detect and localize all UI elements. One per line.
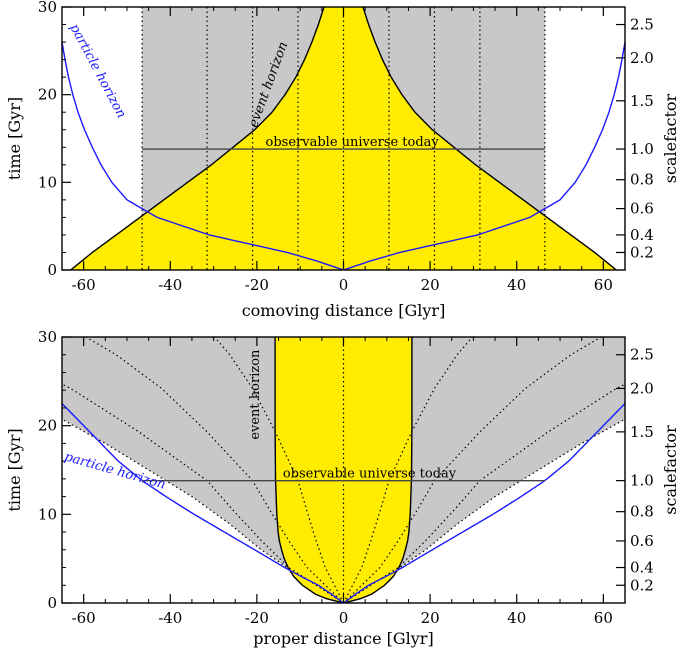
x-axis-label: comoving distance [Glyr]	[242, 301, 446, 320]
y2-tick-label: 0.6	[630, 532, 654, 550]
y2-tick-label: 2.5	[630, 346, 654, 364]
x-tick-label: -60	[72, 609, 96, 627]
x-tick-label: 40	[507, 609, 526, 627]
x-tick-label: 60	[594, 609, 613, 627]
y-tick-label: 10	[38, 505, 57, 523]
y-tick-label: 20	[38, 86, 57, 104]
y2-tick-label: 0.8	[630, 171, 654, 189]
y2-tick-label: 1.0	[630, 140, 654, 158]
bottom-panel: -60 -40 -20 0 20 40 60 0 10 20 30 0.20.4 0.6 0.8 1.0 1.…	[0, 328, 681, 648]
y2-tick-label: 0.4	[630, 226, 654, 244]
y2-tick-label: 2.0	[630, 49, 654, 67]
x-tick-label: 60	[594, 276, 613, 294]
x-tick-label: 20	[421, 609, 440, 627]
y-tick-label: 20	[38, 417, 57, 435]
top-panel: -60 -40 -20 0 20 40 60 0 10 20 30 0.20.4 0.6 0.8 1.0 1.…	[5, 0, 680, 320]
x-tick-label: 40	[507, 276, 526, 294]
y2-tick-label: 1.0	[630, 472, 654, 490]
observable-universe-label: observable universe today	[283, 467, 457, 482]
x-tick-label: -60	[72, 276, 96, 294]
y2-axis-label: scalefactor	[661, 425, 680, 515]
y2-tick-label: 0.8	[630, 503, 654, 521]
x-tick-label: -20	[245, 276, 269, 294]
y2-tick-label: 0.4	[630, 559, 654, 577]
x-tick-label: 0	[339, 609, 349, 627]
y-axis-label: time [Gyr]	[5, 97, 24, 180]
x-tick-label: -40	[158, 609, 182, 627]
y2-tick-label: 0.2	[630, 243, 654, 261]
y-tick-label: 30	[38, 0, 57, 16]
y2-tick-label: 2.5	[630, 16, 654, 34]
y2-tick-label: 2.0	[630, 379, 654, 397]
x-tick-label: 20	[421, 276, 440, 294]
y2-tick-label: 1.5	[630, 92, 654, 110]
y-tick-label: 30	[38, 328, 57, 346]
x-axis-label: proper distance [Glyr]	[253, 629, 433, 648]
y2-axis-label: scalefactor	[661, 93, 680, 183]
y-axis-label: time [Gyr]	[5, 428, 24, 511]
y2-tick-label: 1.5	[630, 423, 654, 441]
x-tick-label: -20	[245, 609, 269, 627]
observable-universe-label: observable universe today	[266, 135, 440, 150]
x-tick-label: 0	[339, 276, 349, 294]
y-tick-label: 10	[38, 173, 57, 191]
y-tick-label: 0	[47, 261, 57, 279]
x-tick-label: -40	[158, 276, 182, 294]
y-tick-label: 0	[47, 594, 57, 612]
event-horizon-label: event horizon	[248, 349, 263, 440]
y2-tick-label: 0.2	[630, 576, 654, 594]
y2-tick-label: 0.6	[630, 200, 654, 218]
